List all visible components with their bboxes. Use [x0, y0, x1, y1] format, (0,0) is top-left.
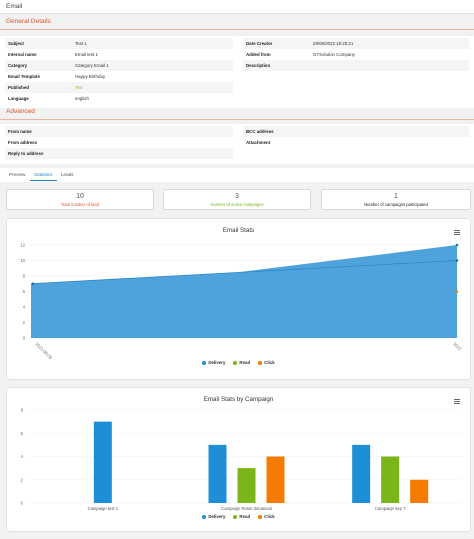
stat-card-campaigns-participated: 1 Number of campaigns participated [321, 189, 471, 210]
detail-row-reply-to: Reply to address [5, 148, 233, 159]
legend-marker [202, 360, 207, 365]
detail-row-description: Description [243, 60, 469, 71]
tab-bar: Preview Statistics Leads [0, 168, 474, 182]
y-tick-label: 4 [23, 305, 26, 310]
point-read [455, 243, 459, 247]
legend-click[interactable]: Click [258, 514, 275, 519]
legend-marker [233, 514, 238, 519]
bar-click [410, 479, 429, 503]
detail-row-internal-name: Internal name Email test 1 [8, 52, 98, 57]
legend-marker [258, 514, 263, 519]
area-delivery [31, 260, 457, 338]
point-delivery [31, 282, 35, 286]
legend-delivery[interactable]: Delivery [202, 360, 225, 365]
x-tick-label: 2022-08-28 [34, 341, 53, 360]
page-title: Email [6, 3, 23, 10]
section-divider [0, 119, 474, 120]
active-tab-indicator [30, 180, 57, 181]
bar-delivery [352, 444, 371, 503]
detail-row-attachment: Attachment [246, 140, 271, 145]
y-tick-label: 4 [21, 454, 24, 459]
point-delivery [455, 259, 459, 262]
y-tick-label: 0 [21, 501, 24, 506]
stat-caption: Number of active campaigns [210, 202, 264, 207]
bar-click [266, 456, 285, 503]
detail-row-language: Language english [8, 96, 89, 101]
y-tick-label: 8 [23, 274, 26, 279]
line-delivery [30, 260, 458, 285]
stat-caption: Number of campaigns participated [364, 202, 428, 207]
tab-preview[interactable]: Preview [9, 172, 26, 177]
detail-row-from-name: From name [5, 126, 233, 137]
detail-row-subject: Subject Test 1 [5, 38, 233, 49]
legend-read[interactable]: Read [233, 514, 250, 519]
legend-read[interactable]: Read [233, 360, 250, 365]
page-header: Email [0, 0, 474, 14]
stat-card-total-leads: 10 Total number of lead [6, 189, 154, 210]
detail-row-added-from: Added from GTSolution Company [246, 52, 355, 57]
legend-click[interactable]: Click [258, 360, 275, 365]
section-divider [0, 29, 474, 30]
y-tick-label: 2 [23, 320, 26, 325]
x-category-label: Campaign Roset donanioal [221, 506, 272, 511]
chart-legend: Delivery Read Click [7, 360, 470, 365]
general-details-title: General Details [6, 18, 51, 25]
legend-marker [202, 514, 207, 519]
bar-chart-svg: 0 2 4 6 8 Campaign test 1 Campaign Roset donan… [21, 408, 462, 511]
x-category-label: Campaign sep 7 [375, 506, 406, 511]
legend-marker [258, 360, 263, 365]
email-stats-chart: Email Stats 0 2 4 6 8 10 12 2022-08-28 2022 Deli… [6, 218, 471, 380]
y-tick-label: 8 [21, 408, 24, 413]
advanced-title: Advanced [6, 108, 35, 115]
tab-leads[interactable]: Leads [61, 172, 74, 177]
stat-number: 3 [235, 193, 239, 200]
bar-read [237, 468, 256, 503]
stat-number: 10 [76, 193, 84, 200]
chart-menu-icon[interactable] [454, 399, 460, 405]
legend-delivery[interactable]: Delivery [202, 514, 225, 519]
y-tick-label: 2 [21, 477, 24, 482]
tab-statistics[interactable]: Statistics [34, 172, 53, 177]
advanced-panel: From name From address Reply to address … [0, 124, 474, 164]
detail-row-bcc-address: BCC address [243, 126, 469, 137]
y-tick-label: 10 [20, 258, 25, 263]
x-category-label: Campaign test 1 [88, 506, 119, 511]
stat-caption: Total number of lead [61, 202, 99, 207]
detail-row-date-creator: Date Creator 29/08/2022 19:25:21 [243, 38, 469, 49]
stat-number: 1 [394, 193, 398, 200]
x-tick-label: 2022 [452, 341, 463, 352]
stat-card-active-campaigns: 3 Number of active campaigns [163, 189, 311, 210]
y-tick-label: 6 [21, 431, 24, 436]
area-chart-svg: 0 2 4 6 8 10 12 2022-08-28 2022 [20, 243, 463, 361]
legend-marker [233, 360, 238, 365]
chart-title: Email Stats [222, 227, 255, 234]
chart-legend: Delivery Read Click [7, 514, 470, 519]
area-read [239, 245, 457, 273]
bar-delivery [93, 421, 112, 503]
detail-row-category: Category Category Email 1 [5, 60, 233, 71]
detail-row-from-address: From address [8, 140, 38, 145]
y-tick-label: 0 [23, 336, 26, 341]
general-details-panel: Subject Test 1 Internal name Email test … [0, 36, 474, 108]
y-tick-label: 12 [20, 243, 25, 248]
bar-read [381, 456, 400, 503]
campaign-stats-chart: Email Stats by Campaign 0 2 4 6 8 Campaign te… [6, 387, 471, 532]
detail-row-email-template: Email Template Happy Birthday [8, 74, 106, 79]
bar-delivery [208, 444, 227, 503]
y-tick-label: 6 [23, 289, 26, 294]
chart-title: Email Stats by Campaign [203, 396, 274, 403]
chart-menu-icon[interactable] [454, 230, 460, 236]
point-click [455, 290, 459, 293]
detail-row-published: Published Yes [5, 82, 233, 93]
